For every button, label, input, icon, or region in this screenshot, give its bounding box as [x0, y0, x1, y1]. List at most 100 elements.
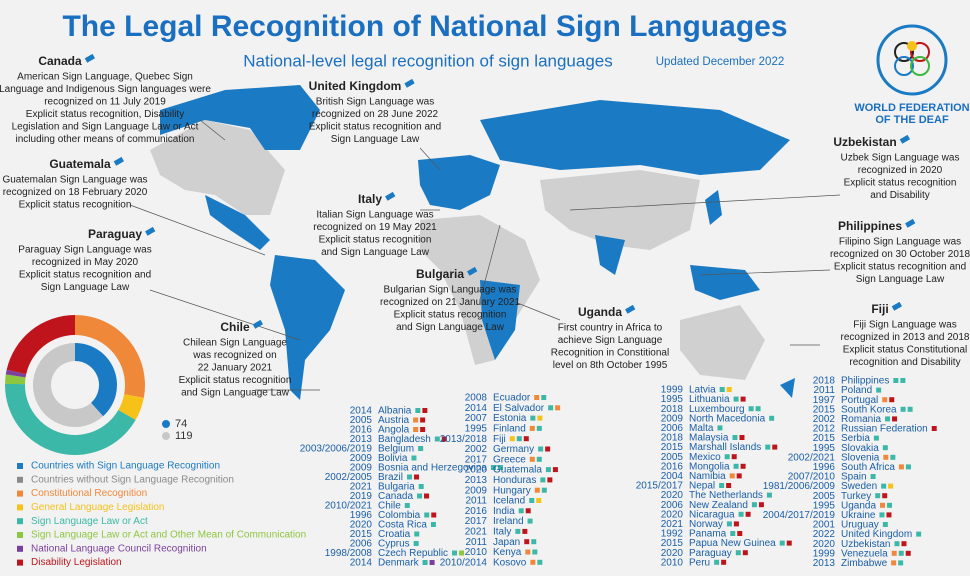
category-square — [509, 436, 515, 442]
land — [418, 155, 500, 210]
category-square — [892, 416, 898, 422]
land — [480, 100, 790, 175]
category-square — [547, 477, 553, 483]
country-year: 2005 — [661, 452, 684, 463]
callout-line: Sign Language Law — [331, 134, 420, 145]
category-square — [888, 483, 894, 489]
country-year: 2001 — [813, 520, 836, 531]
country-name: Italy — [493, 527, 511, 538]
country-name: Cyprus — [378, 539, 410, 550]
category-square — [459, 550, 465, 556]
country-name: Romania — [841, 414, 881, 425]
category-square — [532, 549, 538, 555]
category-square — [525, 549, 531, 555]
country-name: Slovenia — [841, 452, 880, 463]
country-name: United Kingdom — [841, 529, 912, 540]
country-year: 1992 — [661, 529, 684, 540]
category-square — [745, 511, 751, 517]
callout-line: Explicit status recognition — [844, 178, 957, 189]
category-square — [901, 541, 907, 547]
callout-line: recognized on 21 January 2021 — [380, 297, 521, 308]
country-name: Papua New Guinea — [689, 538, 776, 549]
country-name: Kenya — [493, 547, 522, 558]
category-square — [786, 540, 792, 546]
country-year: 2013 — [350, 434, 373, 445]
gavel-icon — [467, 266, 478, 276]
callout-line: Explicit status recognition and — [19, 270, 151, 281]
category-square — [882, 397, 888, 403]
category-square — [534, 487, 540, 493]
country-name: Zimbabwe — [841, 558, 888, 569]
country-name: Greece — [493, 454, 526, 465]
country-name: Slovakia — [841, 443, 879, 454]
category-square — [411, 455, 417, 461]
country-year: 2015 — [661, 538, 684, 549]
category-square — [529, 456, 535, 462]
country-year: 2010/2021 — [325, 501, 373, 512]
country-name: Lithuania — [689, 394, 730, 405]
category-square — [555, 405, 561, 411]
country-year: 2002/2005 — [325, 472, 373, 483]
donut-segment — [4, 383, 136, 455]
country-year: 2014 — [350, 406, 373, 417]
country-year: 2010 — [661, 557, 684, 568]
country-year: 2013 — [813, 558, 836, 569]
callout-line: Legislation and Sign Language Law or Act — [12, 122, 199, 133]
country-year: 2005 — [350, 415, 373, 426]
category-square — [414, 474, 420, 480]
country-year: 2006 — [661, 423, 684, 434]
callout-line: Recognition in Constitional — [551, 348, 669, 359]
country-year: 1981/2006/2009 — [763, 481, 836, 492]
category-square — [726, 521, 732, 527]
legend-swatch — [17, 518, 23, 525]
category-square — [886, 512, 892, 518]
callout-line: recognized in 2013 and 2018 — [841, 332, 970, 343]
category-square — [905, 464, 911, 470]
legend-swatch — [17, 490, 23, 497]
country-name: Russian Federation — [841, 424, 928, 435]
category-square — [740, 463, 746, 469]
land — [540, 170, 700, 250]
category-square — [413, 541, 419, 546]
logo-ring — [894, 42, 914, 62]
category-square — [420, 427, 426, 432]
callout-line: recognized on 19 May 2021 — [313, 222, 437, 233]
country-year: 2018 — [661, 433, 684, 444]
category-square — [769, 415, 775, 421]
category-square — [418, 484, 424, 489]
donut-segment — [6, 315, 76, 375]
category-square — [772, 444, 778, 450]
country-year: 2013 — [465, 475, 488, 486]
logo-ring — [894, 56, 914, 76]
country-name: Croatia — [378, 529, 411, 540]
category-square — [738, 511, 744, 517]
category-square — [548, 405, 554, 411]
callout-line: Guatemalan Sign Language was — [2, 175, 147, 186]
country-name: Hungary — [493, 485, 531, 496]
country-year: 2020 — [350, 520, 373, 531]
category-square — [729, 473, 735, 479]
country-name: Uzbekistan — [841, 539, 890, 550]
country-year: 2020 — [465, 465, 488, 476]
category-square — [889, 397, 895, 403]
category-square — [719, 483, 725, 488]
country-name: Fiji — [493, 434, 506, 445]
callout-line: Language and Indigenous Sign languages w… — [0, 84, 211, 95]
category-square — [733, 396, 739, 402]
category-square — [541, 487, 547, 493]
category-square — [885, 416, 891, 422]
org-name: WORLD FEDERATION — [854, 102, 969, 114]
country-name: Albania — [378, 406, 412, 417]
country-year: 2004 — [661, 471, 684, 482]
country-name: Chile — [378, 501, 401, 512]
category-square — [905, 550, 911, 556]
category-square — [531, 539, 537, 545]
country-name: Denmark — [378, 558, 420, 569]
country-year: 1996 — [813, 462, 836, 473]
gavel-icon — [84, 53, 96, 63]
country-name: Portugal — [841, 395, 878, 406]
category-square — [490, 465, 496, 470]
country-name: Venezuela — [841, 548, 888, 559]
callout-line: recognized on 30 October 2018 — [830, 249, 970, 260]
country-name: South Korea — [841, 404, 897, 415]
